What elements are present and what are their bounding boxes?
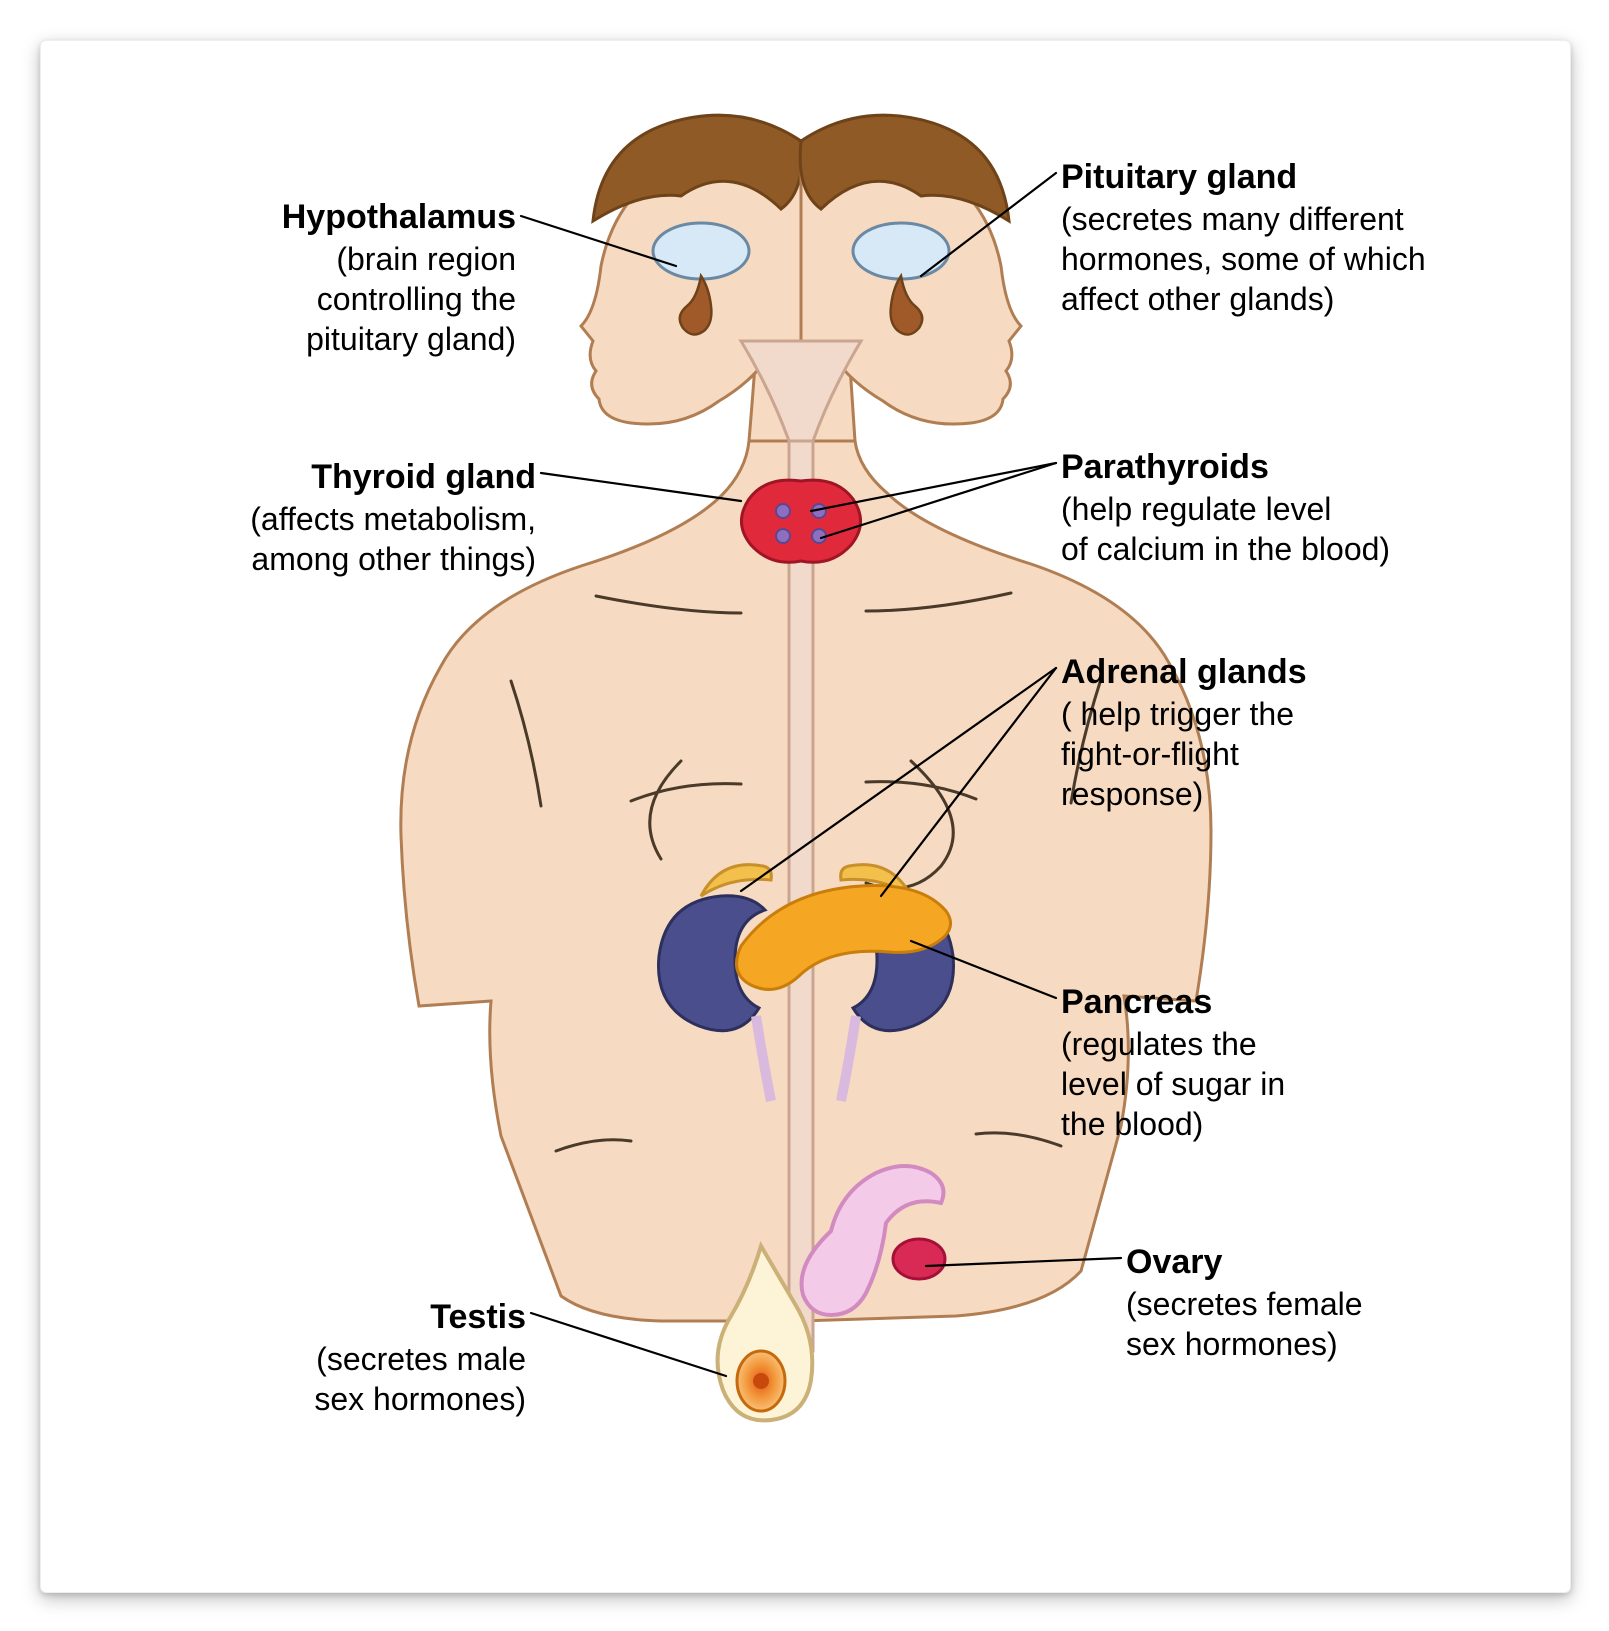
- label-desc: (brain regioncontrolling thepituitary gl…: [166, 239, 516, 359]
- label-title: Pituitary gland: [1061, 156, 1501, 199]
- label-desc: (secretes femalesex hormones): [1126, 1284, 1486, 1364]
- label-title: Hypothalamus: [166, 196, 516, 239]
- label-ovary: Ovary (secretes femalesex hormones): [1126, 1241, 1486, 1364]
- label-desc: ( help trigger thefight-or-flightrespons…: [1061, 694, 1461, 814]
- stage: Hypothalamus (brain regioncontrolling th…: [0, 0, 1609, 1631]
- label-desc: (affects metabolism,among other things): [136, 499, 536, 579]
- label-desc: (secretes malesex hormones): [266, 1339, 526, 1419]
- label-pancreas: Pancreas (regulates thelevel of sugar in…: [1061, 981, 1421, 1144]
- label-title: Ovary: [1126, 1241, 1486, 1284]
- thyroid-gland: [741, 480, 860, 562]
- label-title: Adrenal glands: [1061, 651, 1461, 694]
- label-pituitary: Pituitary gland (secretes many different…: [1061, 156, 1501, 319]
- diagram-card: Hypothalamus (brain regioncontrolling th…: [40, 40, 1571, 1593]
- label-title: Testis: [266, 1296, 526, 1339]
- label-title: Parathyroids: [1061, 446, 1501, 489]
- label-title: Pancreas: [1061, 981, 1421, 1024]
- label-title: Thyroid gland: [136, 456, 536, 499]
- label-desc: (secretes many differenthormones, some o…: [1061, 199, 1501, 319]
- label-desc: (help regulate levelof calcium in the bl…: [1061, 489, 1501, 569]
- label-desc: (regulates thelevel of sugar inthe blood…: [1061, 1024, 1421, 1144]
- label-adrenal: Adrenal glands ( help trigger thefight-o…: [1061, 651, 1461, 814]
- label-parathyroids: Parathyroids (help regulate levelof calc…: [1061, 446, 1501, 569]
- label-testis: Testis (secretes malesex hormones): [266, 1296, 526, 1419]
- label-thyroid: Thyroid gland (affects metabolism,among …: [136, 456, 536, 579]
- label-hypothalamus: Hypothalamus (brain regioncontrolling th…: [166, 196, 516, 359]
